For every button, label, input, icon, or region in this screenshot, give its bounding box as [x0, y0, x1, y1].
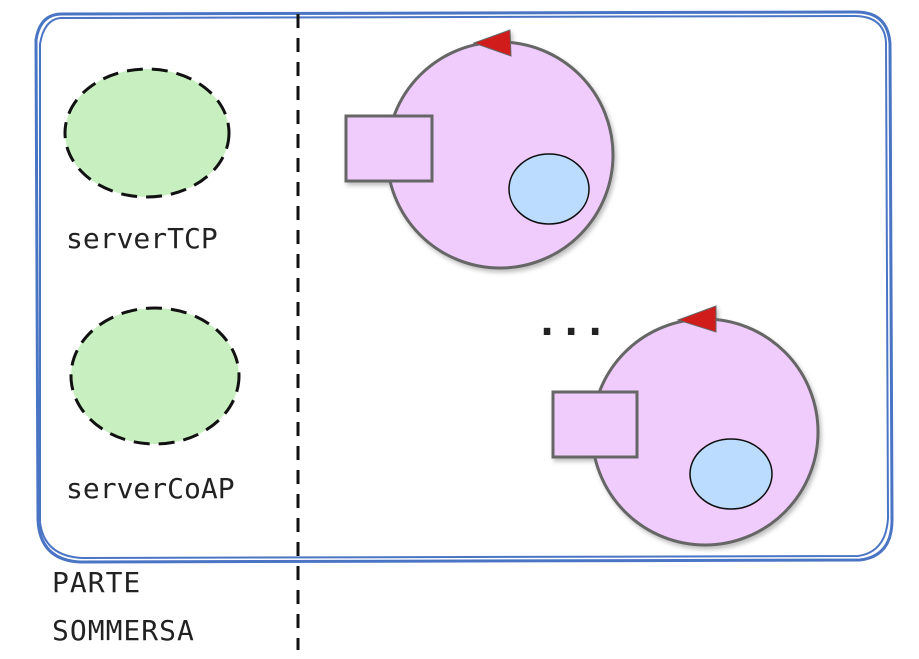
zone-label-line1: PARTE [52, 566, 141, 599]
zone-label-line2: SOMMERSA [52, 614, 195, 647]
server-tcp-node [63, 67, 231, 199]
port-box-1 [344, 114, 434, 183]
inner-node-2 [689, 438, 773, 510]
arrow-marker-2 [676, 305, 717, 333]
inner-node-1 [508, 153, 590, 225]
server-coap-node [69, 306, 241, 446]
server-tcp-label: serverTCP [66, 222, 218, 255]
system-frame [34, 10, 894, 564]
actor-node-2 [551, 305, 820, 547]
ellipsis-label: ... [535, 299, 607, 345]
arrow-marker-1 [472, 29, 512, 57]
server-coap-label: serverCoAP [66, 472, 235, 505]
port-box-2 [551, 390, 639, 459]
actor-node-1 [344, 29, 615, 270]
